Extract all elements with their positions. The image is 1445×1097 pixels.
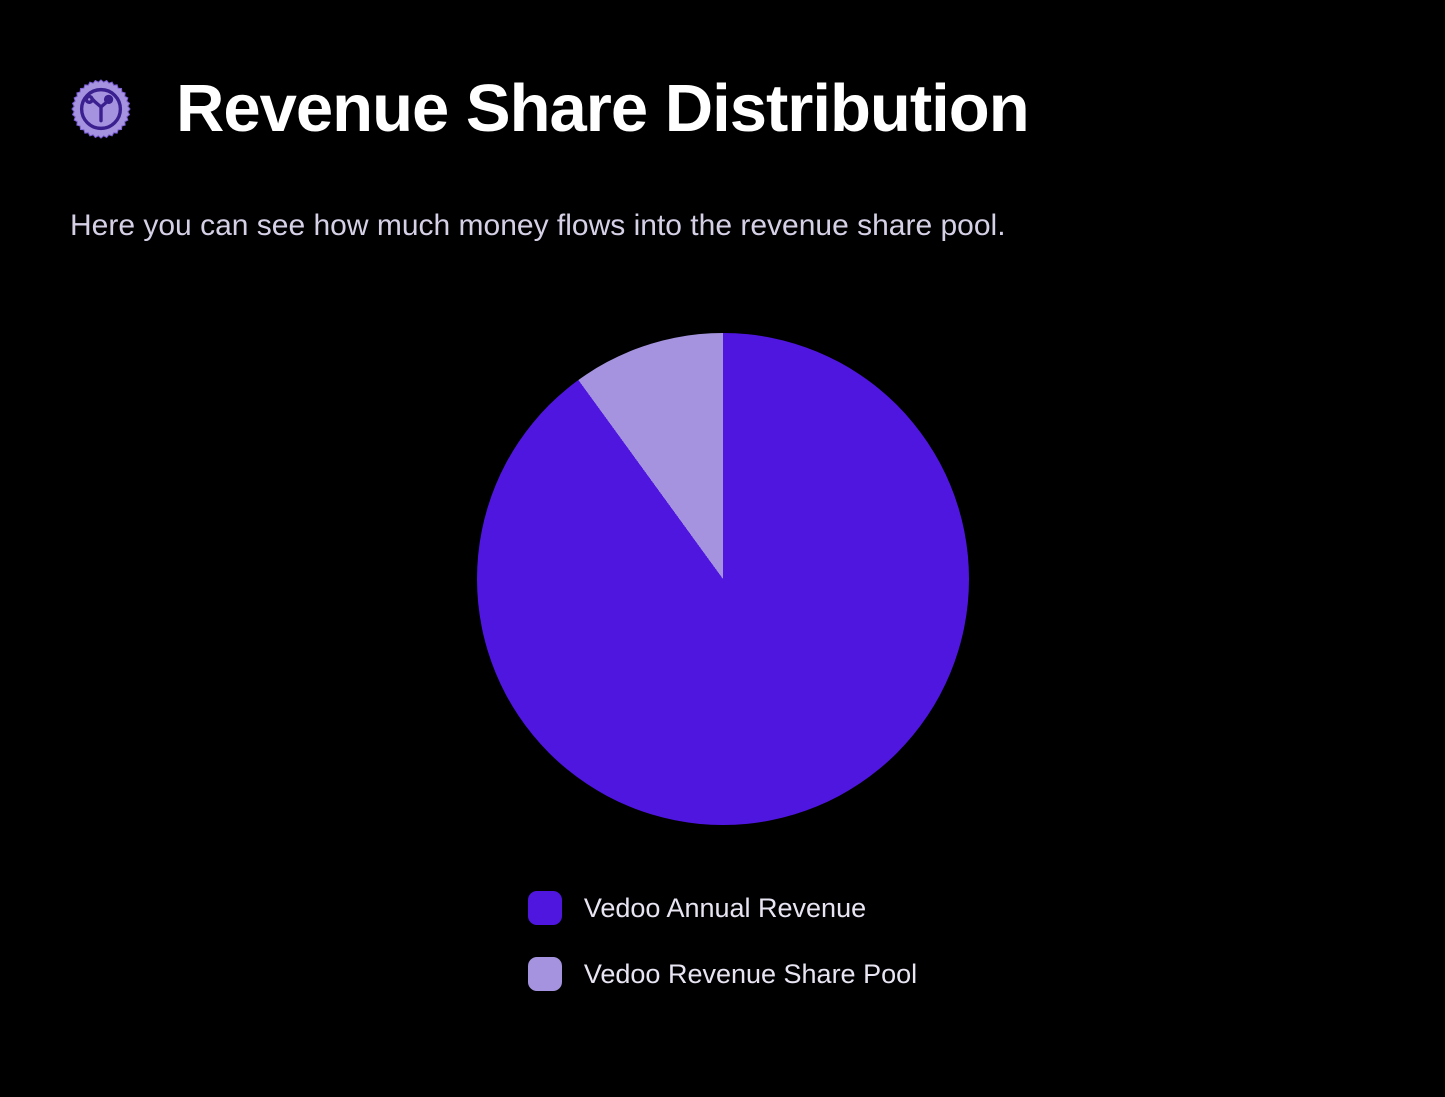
revenue-pie-chart: Vedoo Annual Revenue Vedoo Revenue Share … xyxy=(70,333,1375,991)
page-title: Revenue Share Distribution xyxy=(176,70,1029,147)
legend-swatch xyxy=(528,891,562,925)
pie-graphic xyxy=(477,333,969,825)
brand-logo-icon xyxy=(70,78,132,140)
chart-legend: Vedoo Annual Revenue Vedoo Revenue Share … xyxy=(528,891,917,991)
page-subtitle: Here you can see how much money flows in… xyxy=(70,209,1375,243)
legend-item: Vedoo Revenue Share Pool xyxy=(528,957,917,991)
legend-item: Vedoo Annual Revenue xyxy=(528,891,917,925)
page-root: Revenue Share Distribution Here you can … xyxy=(0,0,1445,991)
legend-label: Vedoo Annual Revenue xyxy=(584,893,866,924)
header-row: Revenue Share Distribution xyxy=(70,70,1375,147)
legend-label: Vedoo Revenue Share Pool xyxy=(584,959,917,990)
legend-swatch xyxy=(528,957,562,991)
